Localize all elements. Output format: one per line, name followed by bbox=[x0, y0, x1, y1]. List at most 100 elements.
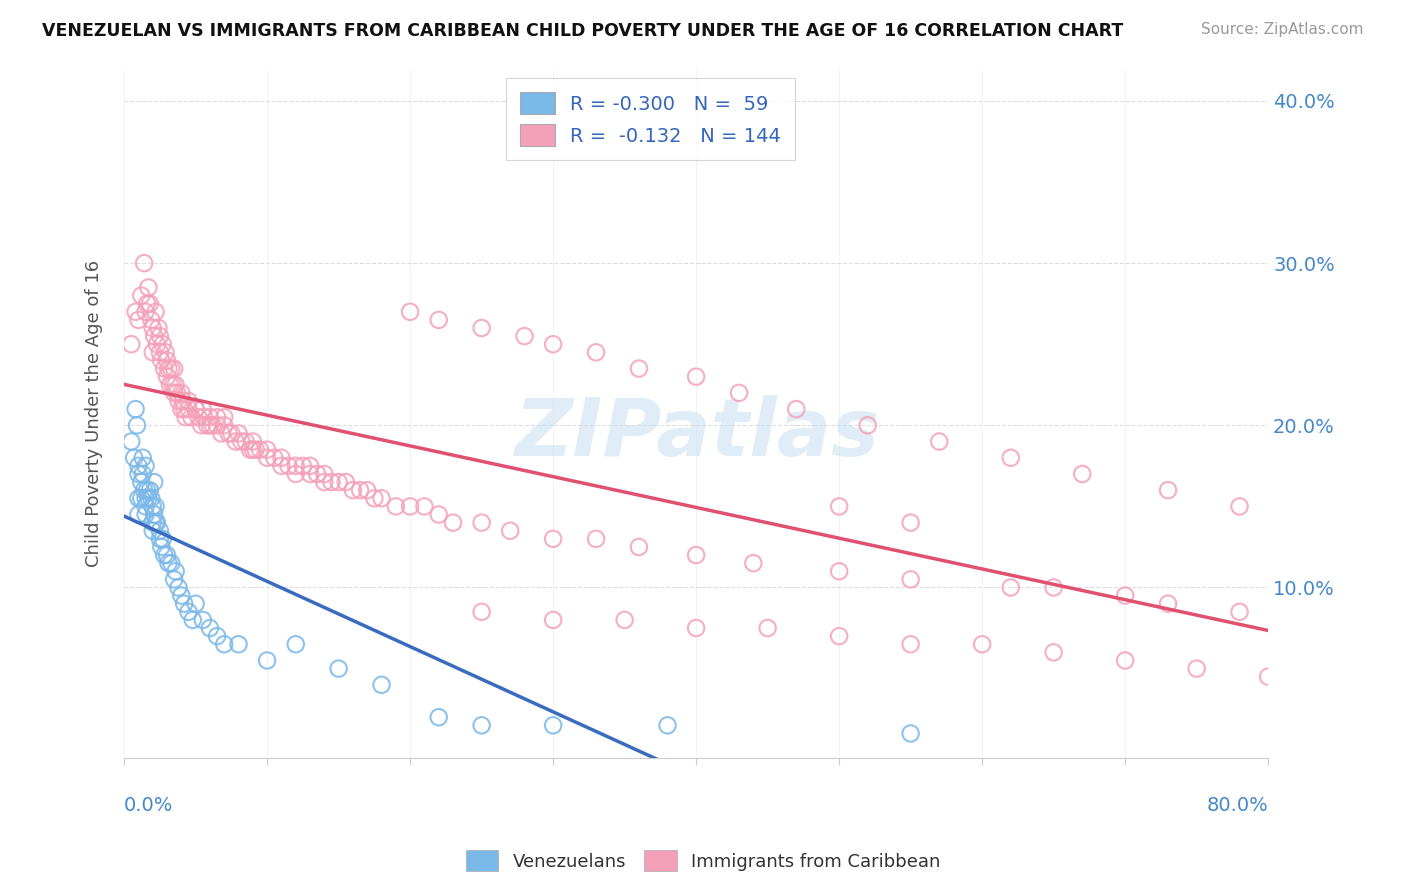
Point bbox=[184, 597, 207, 611]
Point bbox=[129, 491, 152, 506]
Point bbox=[499, 524, 522, 538]
Point bbox=[184, 402, 207, 417]
Point bbox=[256, 653, 278, 667]
Point bbox=[163, 573, 186, 587]
Point bbox=[299, 467, 322, 481]
Point bbox=[157, 556, 180, 570]
Point bbox=[828, 629, 851, 643]
Point bbox=[356, 483, 378, 498]
Point bbox=[299, 458, 322, 473]
Point bbox=[270, 450, 292, 465]
Point bbox=[149, 532, 172, 546]
Point bbox=[900, 516, 922, 530]
Point bbox=[160, 556, 183, 570]
Point bbox=[163, 361, 186, 376]
Point bbox=[136, 483, 159, 498]
Point bbox=[239, 442, 262, 457]
Point bbox=[141, 491, 163, 506]
Point bbox=[149, 524, 172, 538]
Point bbox=[124, 402, 146, 417]
Point bbox=[177, 394, 200, 409]
Point bbox=[221, 426, 243, 441]
Point bbox=[135, 458, 157, 473]
Point bbox=[122, 450, 145, 465]
Point bbox=[149, 345, 172, 359]
Point bbox=[136, 296, 159, 310]
Point bbox=[314, 475, 336, 489]
Point bbox=[785, 402, 807, 417]
Point bbox=[335, 475, 357, 489]
Point bbox=[585, 532, 607, 546]
Point bbox=[471, 516, 494, 530]
Point bbox=[225, 434, 247, 449]
Point bbox=[152, 532, 174, 546]
Point bbox=[195, 418, 218, 433]
Point bbox=[155, 345, 177, 359]
Point bbox=[541, 718, 564, 732]
Point bbox=[187, 410, 209, 425]
Point bbox=[177, 402, 200, 417]
Point bbox=[135, 305, 157, 319]
Point bbox=[156, 548, 179, 562]
Point bbox=[1042, 645, 1064, 659]
Point bbox=[138, 280, 160, 294]
Text: Source: ZipAtlas.com: Source: ZipAtlas.com bbox=[1201, 22, 1364, 37]
Point bbox=[256, 442, 278, 457]
Point bbox=[218, 426, 240, 441]
Point bbox=[143, 475, 166, 489]
Point bbox=[427, 313, 450, 327]
Point bbox=[328, 662, 350, 676]
Point bbox=[685, 621, 707, 635]
Point bbox=[153, 548, 176, 562]
Point bbox=[212, 418, 235, 433]
Point bbox=[231, 434, 253, 449]
Point bbox=[756, 621, 779, 635]
Point bbox=[205, 410, 228, 425]
Y-axis label: Child Poverty Under the Age of 16: Child Poverty Under the Age of 16 bbox=[86, 260, 103, 566]
Point bbox=[170, 385, 193, 400]
Point bbox=[1000, 581, 1022, 595]
Point bbox=[205, 418, 228, 433]
Point bbox=[242, 442, 264, 457]
Point bbox=[228, 637, 250, 651]
Point bbox=[198, 410, 221, 425]
Point bbox=[127, 458, 149, 473]
Point bbox=[193, 410, 215, 425]
Point bbox=[156, 353, 179, 368]
Point bbox=[370, 491, 392, 506]
Point bbox=[627, 540, 650, 554]
Text: VENEZUELAN VS IMMIGRANTS FROM CARIBBEAN CHILD POVERTY UNDER THE AGE OF 16 CORREL: VENEZUELAN VS IMMIGRANTS FROM CARIBBEAN … bbox=[42, 22, 1123, 40]
Point bbox=[399, 500, 422, 514]
Point bbox=[471, 605, 494, 619]
Point bbox=[613, 613, 636, 627]
Point bbox=[146, 337, 169, 351]
Point bbox=[541, 613, 564, 627]
Point bbox=[256, 450, 278, 465]
Point bbox=[1229, 605, 1251, 619]
Point bbox=[385, 500, 408, 514]
Point bbox=[471, 718, 494, 732]
Point bbox=[139, 296, 162, 310]
Point bbox=[900, 637, 922, 651]
Point bbox=[1114, 653, 1136, 667]
Point bbox=[153, 361, 176, 376]
Text: ZIPatlas: ZIPatlas bbox=[513, 395, 879, 473]
Point bbox=[1000, 450, 1022, 465]
Point bbox=[277, 458, 299, 473]
Point bbox=[170, 589, 193, 603]
Point bbox=[191, 613, 214, 627]
Point bbox=[134, 483, 156, 498]
Point bbox=[159, 377, 181, 392]
Point bbox=[328, 475, 350, 489]
Point bbox=[471, 321, 494, 335]
Point bbox=[235, 434, 257, 449]
Point bbox=[685, 548, 707, 562]
Point bbox=[132, 450, 155, 465]
Point bbox=[150, 353, 173, 368]
Text: 0.0%: 0.0% bbox=[124, 796, 173, 814]
Point bbox=[162, 377, 184, 392]
Point bbox=[135, 491, 157, 506]
Point bbox=[127, 491, 149, 506]
Point bbox=[249, 442, 271, 457]
Point bbox=[198, 621, 221, 635]
